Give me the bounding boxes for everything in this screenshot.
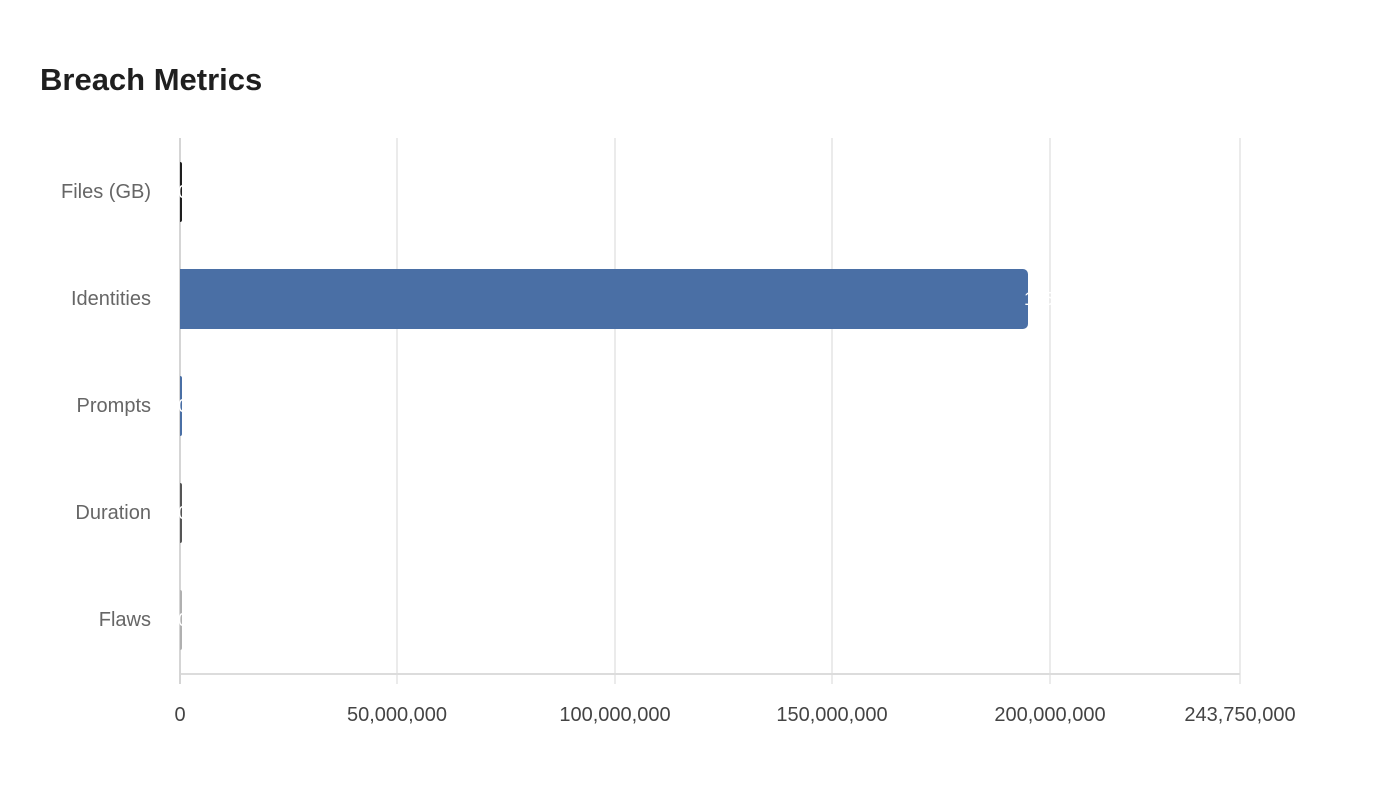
bar-value-label: 0	[178, 503, 189, 523]
bar-value-label: 0	[178, 182, 189, 202]
plot-area: 0 195,000,000 0 0 0	[178, 138, 1241, 684]
bar-flaws[interactable]	[180, 590, 182, 650]
x-axis-line	[180, 673, 1240, 675]
x-tick-label: 100,000,000	[559, 704, 671, 726]
bar-value-label: 0	[178, 610, 189, 630]
gridline	[1239, 138, 1241, 684]
gridline	[831, 138, 833, 684]
bar-identities[interactable]	[180, 269, 1028, 329]
x-tick-label: 0	[174, 704, 186, 726]
x-tick-label: 243,750,000	[1184, 704, 1296, 726]
category-label-prompts: Prompts	[76, 395, 151, 417]
category-label-files: Files (GB)	[61, 181, 151, 203]
x-tick-label: 200,000,000	[994, 704, 1106, 726]
category-label-duration: Duration	[75, 502, 151, 524]
bar-prompts[interactable]	[180, 376, 182, 436]
gridline	[614, 138, 616, 684]
bar-files[interactable]	[180, 162, 182, 222]
gridline	[1049, 138, 1051, 684]
category-label-flaws: Flaws	[98, 609, 151, 631]
bar-value-label: 0	[178, 396, 189, 416]
bar-value-label: 195,000,000	[1024, 289, 1125, 309]
category-label-identities: Identities	[70, 288, 151, 310]
gridline	[396, 138, 398, 684]
x-tick-label: 150,000,000	[776, 704, 888, 726]
chart-title: Breach Metrics	[40, 62, 263, 97]
x-tick-label: 50,000,000	[346, 704, 448, 726]
bar-duration[interactable]	[180, 483, 182, 543]
